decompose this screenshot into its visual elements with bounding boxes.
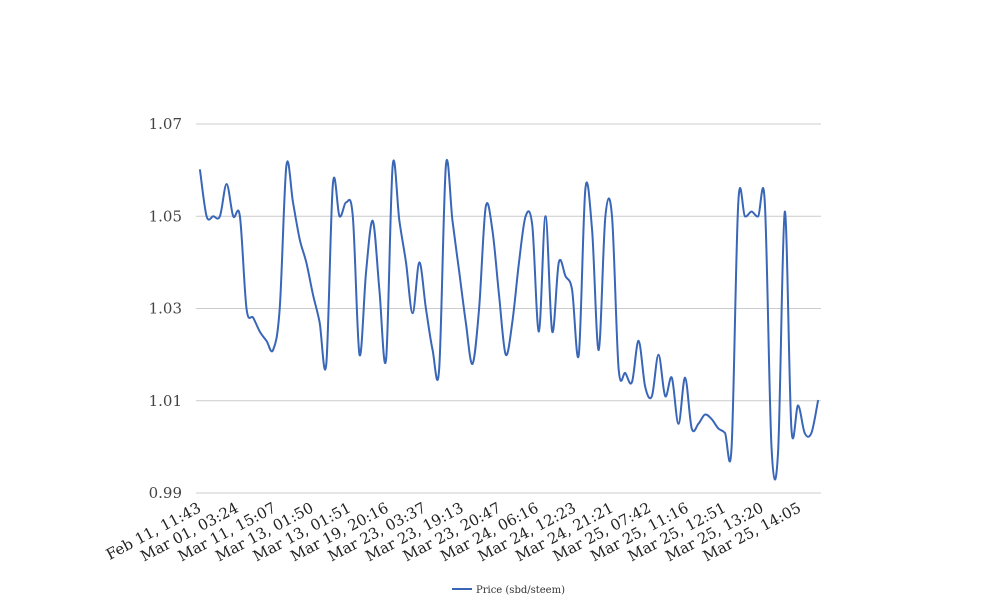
y-tick-label: 1.03: [149, 300, 182, 318]
legend: Price (sbd/steem): [452, 585, 565, 596]
series-line-price: [199, 158, 819, 481]
legend-label-price: Price (sbd/steem): [476, 585, 565, 596]
gridlines: [196, 123, 821, 494]
y-tick-label: 0.99: [149, 484, 182, 502]
y-tick-label: 1.07: [149, 115, 182, 133]
y-tick-label: 1.01: [149, 392, 182, 410]
y-axis-ticks: 0.99 1.01 1.03 1.05 1.07: [149, 115, 182, 502]
y-tick-label: 1.05: [149, 207, 182, 225]
